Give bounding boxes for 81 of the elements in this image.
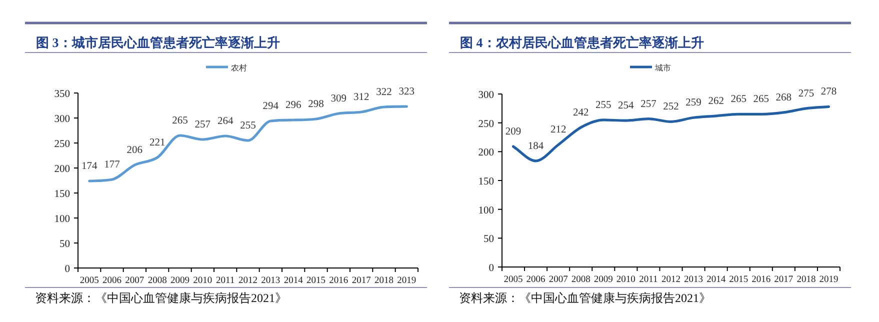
data-label: 212 [550, 124, 566, 136]
x-tick-label: 2014 [284, 276, 304, 286]
x-tick-label: 2019 [397, 276, 416, 286]
data-label: 296 [285, 100, 302, 111]
data-label: 298 [308, 99, 324, 110]
y-tick-label: 300 [54, 114, 70, 125]
y-tick-label: 50 [484, 234, 494, 246]
data-label: 262 [708, 96, 724, 107]
data-label: 257 [640, 98, 656, 110]
x-tick-label: 2012 [238, 276, 258, 286]
y-tick-label: 150 [54, 189, 70, 200]
x-tick-label: 2017 [352, 276, 372, 286]
x-tick-label: 2010 [193, 276, 212, 286]
data-label: 268 [776, 92, 792, 104]
data-label: 254 [618, 100, 635, 112]
data-label: 265 [753, 94, 770, 106]
chart-title: 图 4：农村居民心血管患者死亡率逐渐上升 [460, 35, 704, 50]
data-label: 209 [505, 126, 522, 138]
x-tick-label: 2015 [306, 276, 326, 286]
data-label: 309 [330, 94, 347, 104]
data-label: 259 [686, 98, 702, 109]
x-tick-label: 2005 [80, 276, 100, 286]
chart-title: 图 3：城市居民心血管患者死亡率逐渐上升 [36, 35, 280, 50]
x-tick-label: 2009 [170, 276, 190, 286]
x-tick-label: 2018 [796, 275, 816, 285]
data-label: 206 [126, 145, 143, 156]
y-tick-label: 200 [54, 164, 70, 175]
x-tick-label: 2016 [329, 276, 348, 286]
text: 资料来源：《中国心血管健康与疾病报告2021》 [35, 291, 287, 305]
data-label: 257 [194, 120, 211, 130]
x-tick-label: 2011 [639, 275, 658, 285]
data-label: 221 [149, 138, 166, 148]
data-label: 184 [528, 140, 544, 152]
x-tick-label: 2006 [102, 276, 122, 286]
data-label: 174 [81, 161, 98, 172]
x-tick-label: 2011 [216, 276, 235, 286]
x-tick-label: 2006 [526, 275, 546, 285]
x-tick-label: 2010 [616, 275, 636, 285]
x-tick-label: 2015 [729, 275, 748, 285]
data-label: 242 [572, 107, 589, 118]
data-label: 265 [172, 116, 188, 126]
legend-label: 农村 [231, 64, 247, 72]
data-label: 312 [353, 92, 370, 103]
x-tick-label: 2012 [662, 275, 681, 285]
x-tick-label: 2008 [148, 276, 168, 286]
data-label: 255 [240, 120, 256, 132]
y-tick-label: 100 [54, 214, 70, 225]
x-tick-label: 2008 [571, 275, 591, 285]
x-tick-label: 2013 [684, 275, 704, 285]
y-tick-label: 150 [478, 176, 494, 188]
data-label: 294 [262, 101, 280, 112]
y-tick-label: 50 [60, 239, 70, 250]
legend-label: 城市 [654, 64, 671, 72]
x-tick-label: 2009 [594, 275, 614, 285]
data-label: 264 [217, 116, 234, 127]
y-tick-label: 300 [478, 90, 494, 101]
text: 资料来源：《中国心血管健康与疾病报告2021》 [459, 291, 711, 305]
data-label: 252 [663, 102, 679, 113]
data-label: 275 [798, 88, 814, 100]
x-tick-label: 2019 [819, 275, 838, 285]
data-label: 265 [730, 94, 746, 106]
y-tick-label: 250 [54, 139, 70, 150]
data-label: 323 [398, 86, 415, 98]
data-label: 177 [104, 160, 120, 170]
x-tick-label: 2018 [374, 276, 394, 286]
x-tick-label: 2007 [548, 275, 568, 285]
y-tick-label: 250 [478, 118, 494, 130]
data-label: 322 [376, 87, 392, 98]
y-tick-label: 100 [478, 205, 494, 216]
data-label: 255 [596, 100, 612, 111]
x-tick-label: 2013 [261, 276, 280, 286]
x-tick-label: 2014 [706, 275, 726, 285]
x-tick-label: 2007 [125, 276, 144, 286]
y-tick-label: 0 [64, 264, 70, 275]
y-tick-label: 200 [478, 148, 494, 159]
y-tick-label: 0 [488, 263, 494, 274]
x-tick-label: 2016 [752, 275, 771, 285]
x-tick-label: 2017 [774, 275, 794, 285]
data-label: 278 [820, 86, 837, 98]
x-tick-label: 2005 [504, 275, 524, 285]
y-tick-label: 350 [54, 89, 70, 100]
